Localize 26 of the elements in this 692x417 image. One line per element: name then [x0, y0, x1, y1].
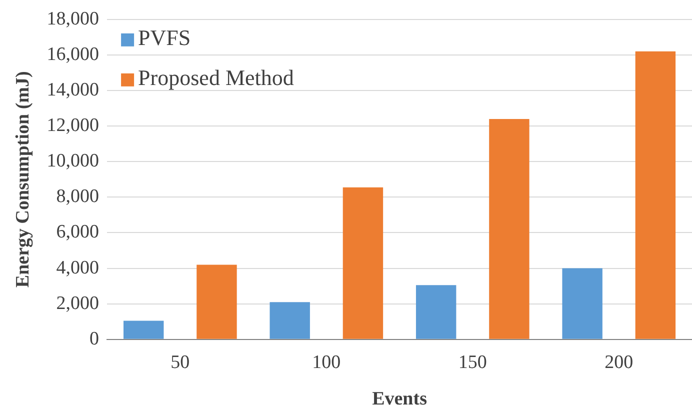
- x-axis-title: Events: [372, 388, 427, 410]
- x-tick-label: 50: [170, 352, 190, 373]
- legend-label: PVFS: [138, 25, 191, 50]
- bar: [196, 264, 237, 339]
- x-tick-label: 100: [312, 352, 341, 373]
- bar: [562, 268, 602, 339]
- y-tick-label: 4,000: [56, 257, 100, 278]
- bar: [635, 51, 676, 339]
- y-tick-label: 10,000: [46, 150, 100, 172]
- bar: [489, 118, 530, 339]
- y-tick-label: 16,000: [46, 44, 100, 65]
- y-tick-label: 6,000: [56, 222, 100, 243]
- bar: [124, 320, 164, 339]
- legend-label: Proposed Method: [138, 65, 294, 90]
- y-tick-label: 2,000: [56, 292, 100, 314]
- bar: [342, 187, 384, 339]
- y-tick-label: 8,000: [56, 186, 100, 208]
- y-tick-label: 14,000: [46, 79, 100, 100]
- bar: [270, 302, 310, 339]
- y-tick-label: 12,000: [46, 115, 100, 136]
- x-tick-label: 150: [458, 352, 487, 373]
- y-tick-label: 0: [90, 328, 100, 350]
- bar: [416, 285, 456, 339]
- y-tick-label: 18,000: [46, 8, 100, 30]
- y-axis-title: Energy Consumption (mJ): [12, 71, 34, 288]
- x-tick-label: 200: [604, 352, 634, 373]
